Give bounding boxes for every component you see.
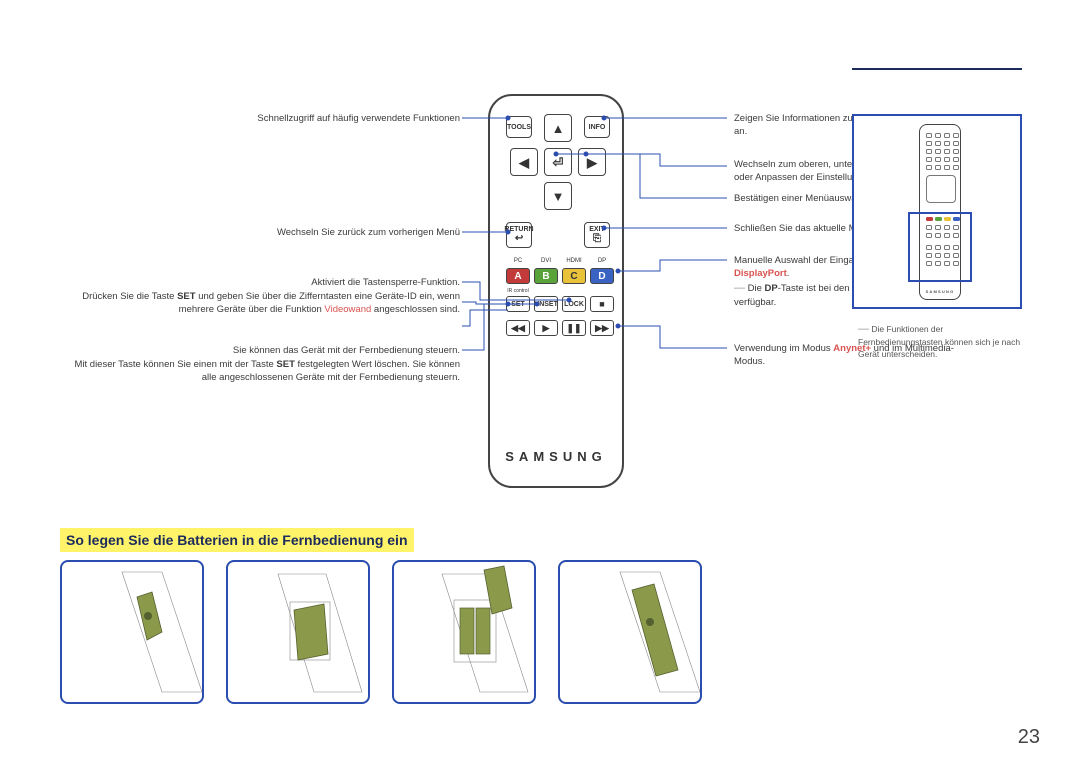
color-c-button[interactable]: C: [562, 268, 586, 284]
battery-panels: [60, 560, 702, 704]
pause-icon: ❚❚: [566, 324, 581, 333]
color-d-button[interactable]: D: [590, 268, 614, 284]
callout-return: Wechseln Sie zurück zum vorherigen Menü: [60, 226, 460, 239]
unset-button[interactable]: UNSET: [534, 296, 558, 312]
return-icon: ↩: [515, 234, 523, 244]
remote-body: TOOLS INFO ▲ ◀ ⏎ ▶ ▼ RETURN ↩ EXIT ⎘ PC …: [488, 94, 624, 488]
tools-button[interactable]: TOOLS: [506, 116, 532, 138]
callout-set: Drücken Sie die Taste SET und geben Sie …: [60, 290, 460, 317]
left-icon: ◀: [519, 156, 529, 169]
battery-panel-4: [558, 560, 702, 704]
section-heading: So legen Sie die Batterien in die Fernbe…: [60, 528, 414, 552]
exit-button[interactable]: EXIT ⎘: [584, 222, 610, 248]
play-icon: ▶: [543, 324, 550, 333]
forward-button[interactable]: ▶▶: [590, 320, 614, 336]
pc-label: PC: [506, 258, 530, 264]
play-button[interactable]: ▶: [534, 320, 558, 336]
return-button[interactable]: RETURN ↩: [506, 222, 532, 248]
battery-panel-3: [392, 560, 536, 704]
remote-inner: TOOLS INFO ▲ ◀ ⏎ ▶ ▼ RETURN ↩ EXIT ⎘ PC …: [496, 102, 616, 480]
color-a-button[interactable]: A: [506, 268, 530, 284]
color-b-button[interactable]: B: [534, 268, 558, 284]
dpad-down-button[interactable]: ▼: [544, 182, 572, 210]
info-button[interactable]: INFO: [584, 116, 610, 138]
callout-tools: Schnellzugriff auf häufig verwendete Fun…: [60, 112, 460, 125]
dpad-right-button[interactable]: ▶: [578, 148, 606, 176]
callout-ir: Sie können das Gerät mit der Fernbedienu…: [60, 344, 460, 357]
thumbnail-note: ― Die Funktionen der Fernbedienungstaste…: [858, 322, 1022, 361]
info-label: INFO: [589, 124, 606, 131]
fwd-icon: ▶▶: [595, 324, 609, 333]
ir-label: IR control: [504, 288, 532, 294]
rewind-button[interactable]: ◀◀: [506, 320, 530, 336]
pause-button[interactable]: ❚❚: [562, 320, 586, 336]
dpad-up-button[interactable]: ▲: [544, 114, 572, 142]
rewind-icon: ◀◀: [511, 324, 525, 333]
battery-panel-2: [226, 560, 370, 704]
stop-icon: ■: [599, 300, 604, 309]
brand-text: SAMSUNG: [490, 449, 622, 464]
battery-panel-1: [60, 560, 204, 704]
up-icon: ▲: [552, 122, 565, 135]
thumbnail-highlight: [908, 212, 972, 282]
exit-label: EXIT: [589, 226, 605, 233]
dp-label: DP: [590, 258, 614, 264]
thumbnail-frame: SAMSUNG: [852, 114, 1022, 309]
callout-lock: Aktiviert die Tastensperre-Funktion.: [60, 276, 460, 289]
page-number: 23: [1018, 726, 1040, 749]
exit-icon: ⎘: [593, 234, 601, 244]
dpad-left-button[interactable]: ◀: [510, 148, 538, 176]
hdmi-label: HDMI: [562, 258, 586, 264]
dvi-label: DVI: [534, 258, 558, 264]
down-icon: ▼: [552, 190, 565, 203]
set-button[interactable]: SET: [506, 296, 530, 312]
header-rule: [852, 68, 1022, 70]
return-label: RETURN: [504, 226, 533, 233]
callout-unset: Mit dieser Taste können Sie einen mit de…: [60, 358, 460, 385]
thumb-brand: SAMSUNG: [920, 289, 960, 294]
right-icon: ▶: [587, 156, 597, 169]
lock-button[interactable]: LOCK: [562, 296, 586, 312]
dpad-enter-button[interactable]: ⏎: [544, 148, 572, 176]
enter-icon: ⏎: [553, 156, 564, 169]
stop-button[interactable]: ■: [590, 296, 614, 312]
